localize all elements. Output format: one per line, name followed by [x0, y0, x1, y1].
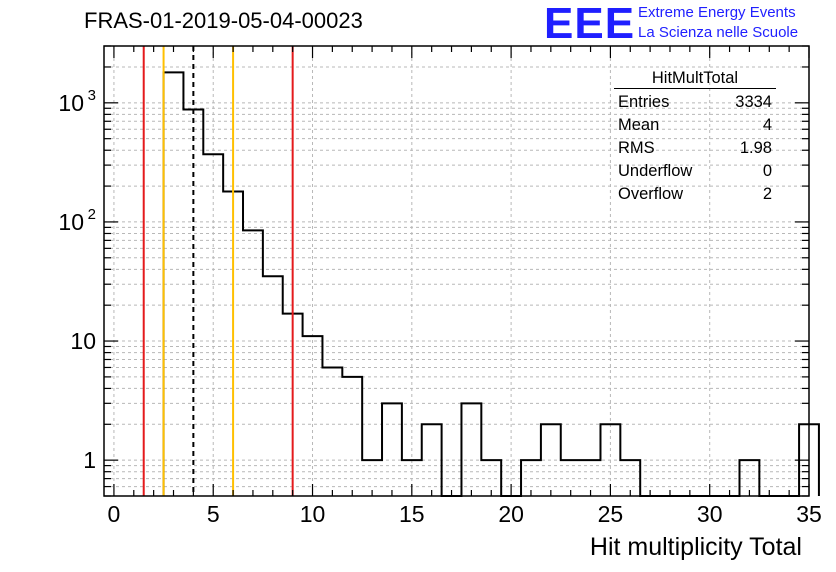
eee-logo: EEE: [544, 0, 636, 48]
stats-label: Underflow: [618, 162, 693, 180]
y-tick-exponent: 3: [88, 87, 96, 104]
x-tick-label: 20: [498, 501, 524, 527]
stats-row-rms: RMS 1.98: [612, 137, 778, 160]
x-tick-label: 15: [399, 501, 425, 527]
plot-title: FRAS-01-2019-05-04-00023: [84, 8, 363, 33]
stats-title: HitMultTotal: [614, 68, 776, 89]
x-tick-label: 5: [207, 501, 220, 527]
plot-frame: [103, 45, 810, 497]
brand-line-2: La Scienza nelle Scuole: [638, 24, 799, 41]
x-tick-label: 25: [598, 501, 624, 527]
stats-box: HitMultTotal Entries 3334 Mean 4 RMS 1.9…: [612, 68, 778, 206]
x-tick-label: 35: [796, 501, 822, 527]
x-tick-label: 30: [697, 501, 723, 527]
y-tick-label: 10: [70, 328, 96, 354]
y-tick-label: 10: [58, 90, 84, 116]
stats-row-mean: Mean 4: [612, 114, 778, 137]
stats-value: 0: [762, 162, 772, 180]
brand-text: Extreme Energy Events La Scienza nelle S…: [638, 3, 798, 43]
stats-value: 1.98: [739, 139, 772, 157]
stats-row-entries: Entries 3334: [612, 91, 778, 114]
stats-label: Overflow: [618, 185, 684, 203]
stats-row-underflow: Underflow 0: [612, 160, 778, 183]
stats-value: 4: [762, 116, 772, 134]
stats-value: 2: [762, 185, 772, 203]
stats-label: Entries: [618, 93, 670, 111]
stats-label: Mean: [618, 116, 660, 134]
x-tick-label: 10: [300, 501, 326, 527]
stats-value: 3334: [735, 93, 772, 111]
stats-row-overflow: Overflow 2: [612, 183, 778, 206]
x-tick-label: 0: [108, 501, 121, 527]
x-axis-title: Hit multiplicity Total: [589, 533, 802, 561]
y-tick-label: 10: [58, 209, 84, 235]
stats-label: RMS: [618, 139, 655, 157]
y-tick-label: 1: [83, 447, 96, 473]
brand-line-1: Extreme Energy Events: [638, 4, 796, 21]
y-tick-exponent: 2: [88, 206, 96, 223]
